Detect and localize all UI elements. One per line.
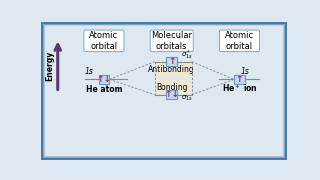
Text: Bonding: Bonding <box>156 83 188 92</box>
Text: ↑: ↑ <box>168 57 175 66</box>
FancyBboxPatch shape <box>84 30 124 52</box>
Text: He atom: He atom <box>86 85 122 94</box>
FancyBboxPatch shape <box>99 75 109 84</box>
FancyBboxPatch shape <box>166 90 177 99</box>
FancyBboxPatch shape <box>234 75 245 84</box>
FancyBboxPatch shape <box>155 80 192 94</box>
Text: Molecular
orbitals: Molecular orbitals <box>151 31 192 51</box>
Text: Antibonding: Antibonding <box>148 65 195 74</box>
Text: He$^+$ ion: He$^+$ ion <box>221 82 257 94</box>
FancyBboxPatch shape <box>150 30 193 52</box>
Text: Atomic
orbital: Atomic orbital <box>89 31 118 51</box>
FancyBboxPatch shape <box>220 30 260 52</box>
Text: ↑↓: ↑↓ <box>96 75 111 84</box>
FancyBboxPatch shape <box>166 57 177 66</box>
Text: Atomic
orbital: Atomic orbital <box>225 31 254 51</box>
Text: Energy: Energy <box>45 50 54 81</box>
Text: ↑: ↑ <box>236 75 243 84</box>
Text: ↑↓: ↑↓ <box>164 90 179 99</box>
Text: $\sigma^*_{1s}$: $\sigma^*_{1s}$ <box>181 48 193 62</box>
Text: $\sigma_{1s}$: $\sigma_{1s}$ <box>181 94 193 103</box>
FancyBboxPatch shape <box>44 25 284 157</box>
Text: 1s: 1s <box>240 67 249 76</box>
Text: 1s: 1s <box>85 67 94 76</box>
FancyBboxPatch shape <box>155 62 192 77</box>
FancyBboxPatch shape <box>42 22 286 159</box>
